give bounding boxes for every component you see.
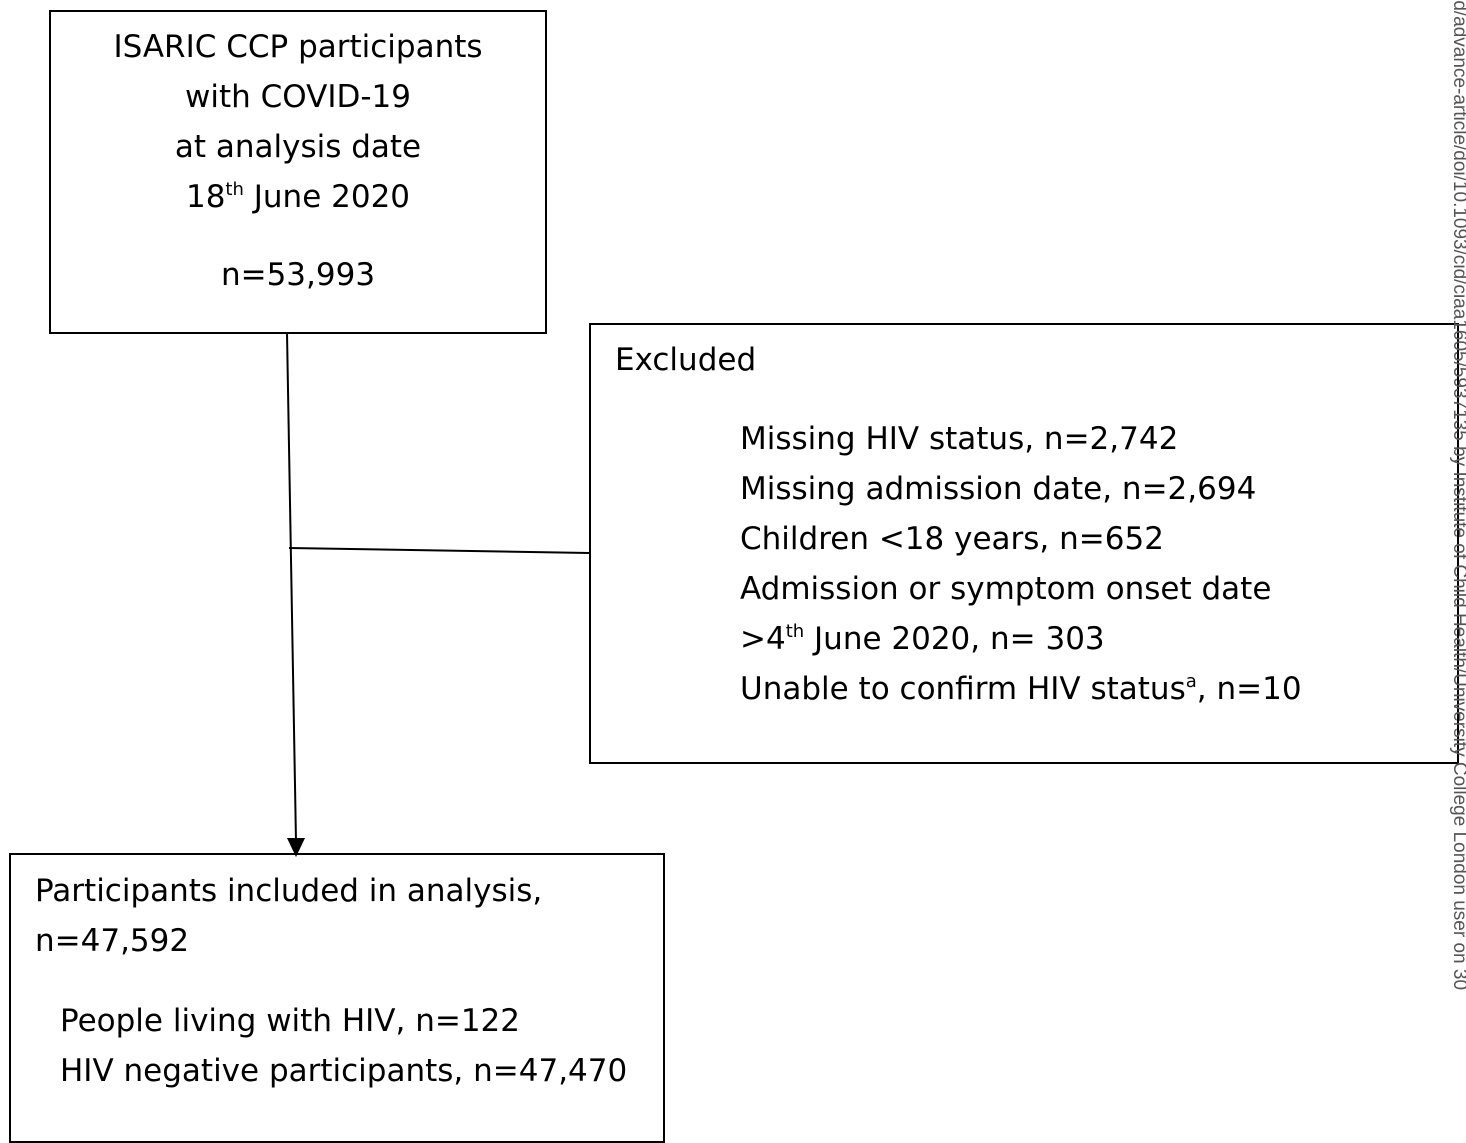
text: at analysis date: [174, 129, 422, 165]
text-line: at analysis date: [175, 132, 421, 163]
text: n=47,592: [35, 923, 190, 959]
text: with COVID-19: [185, 79, 411, 115]
watermark: rd/advance-article/doi/10.1093/cid/ciaa1…: [1449, 0, 1466, 991]
text-line: >4th June 2020, n= 303: [740, 621, 1105, 657]
text: Admission or symptom onset date: [740, 571, 1272, 607]
text-line: Admission or symptom onset date: [740, 574, 1271, 605]
text: Children <18 years, n=652: [740, 521, 1164, 557]
text-line: 18th June 2020: [185, 179, 411, 215]
text: June 2020, n= 303: [804, 621, 1105, 657]
text-line: with COVID-19: [185, 82, 411, 113]
text: Missing HIV status, n=2,742: [740, 421, 1179, 457]
text: Participants included in analysis,: [35, 873, 543, 909]
text-line: People living with HIV, n=122: [60, 1006, 520, 1037]
text: >4: [740, 621, 786, 657]
text: Missing admission date, n=2,694: [740, 471, 1257, 507]
text: HIV negative participants, n=47,470: [60, 1053, 628, 1089]
superscript: a: [1185, 671, 1197, 692]
text-line: Participants included in analysis,: [35, 876, 542, 907]
arrowhead: [287, 838, 305, 857]
text-line: Children <18 years, n=652: [740, 524, 1164, 555]
text: 18: [185, 179, 226, 215]
text: , n=10: [1196, 671, 1302, 707]
text-line: HIV negative participants, n=47,470: [60, 1056, 627, 1087]
exclusion-line: [288, 547, 590, 554]
text: Excluded: [615, 342, 757, 378]
text: ISARIC CCP participants: [113, 29, 483, 65]
text: n=53,993: [220, 257, 376, 293]
text: June 2020: [243, 179, 411, 215]
text-line: n=47,592: [35, 926, 189, 957]
text-line: ISARIC CCP participants: [113, 32, 482, 63]
text-line: n=53,993: [221, 260, 375, 291]
text-line: Unable to confirm HIV statusa, n=10: [740, 671, 1302, 707]
excluded-box: [589, 323, 1459, 764]
down-line: [286, 332, 297, 843]
text-line: Missing admission date, n=2,694: [740, 474, 1256, 505]
superscript: th: [225, 179, 244, 200]
text: Unable to confirm HIV status: [740, 671, 1186, 707]
text-line: Missing HIV status, n=2,742: [740, 424, 1178, 455]
source-box: [49, 10, 547, 334]
text: People living with HIV, n=122: [60, 1003, 520, 1039]
text-line: Excluded: [615, 345, 756, 376]
superscript: th: [785, 621, 805, 642]
